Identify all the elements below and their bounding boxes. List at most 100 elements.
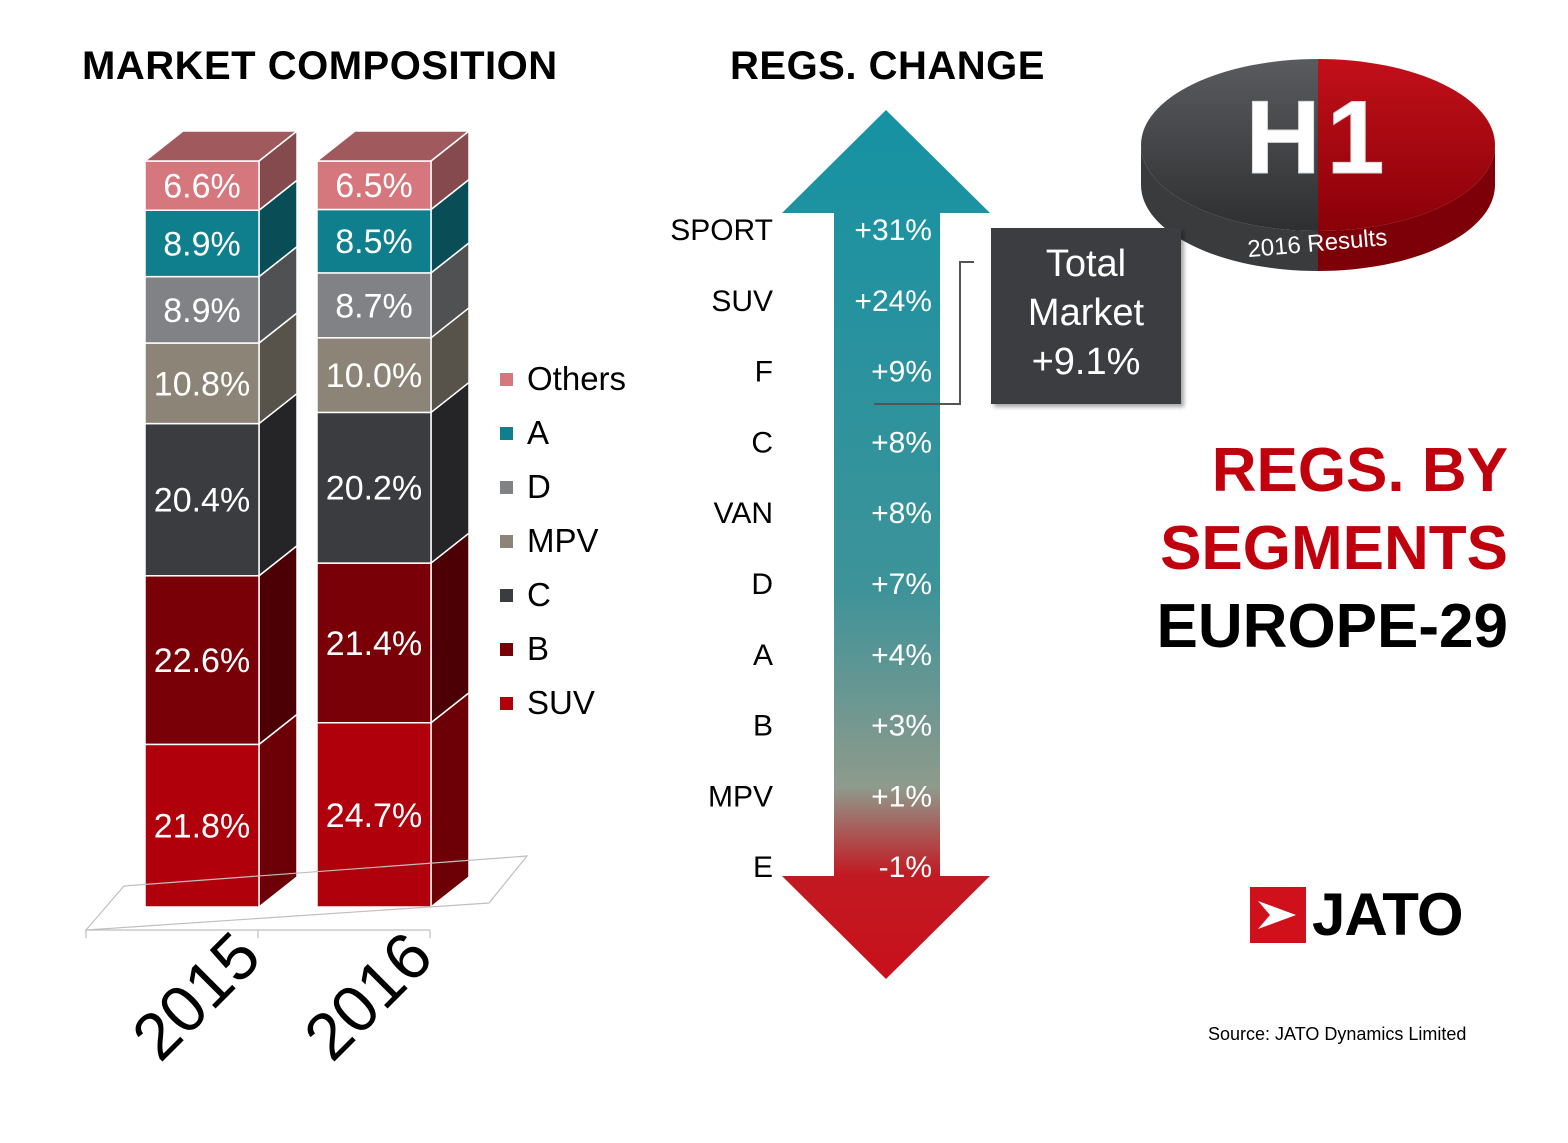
legend-item-mpv: MPV [500,514,626,568]
badge-top-right [1318,59,1495,231]
total-market-box: Total Market +9.1% [991,228,1181,404]
segment-label: D [751,568,773,601]
bar-side-b-2015 [258,544,298,746]
change-value: +3% [871,710,932,743]
bar-segment-a-2016 [316,208,432,274]
badge-side-right [1318,145,1495,271]
change-value: +9% [871,356,932,389]
data-label: 21.8% [154,808,250,846]
legend-item-suv: SUV [500,676,626,730]
bar-segment-others-2016 [316,160,432,211]
bar-segment-c-2015 [144,422,260,577]
change-value: +1% [871,780,932,813]
data-label: 8.9% [163,292,241,330]
total-market-label-1: Total [1045,243,1127,285]
x-tick-label: 2015 [118,918,274,1074]
data-label: 8.5% [335,223,413,261]
jato-logo-text: JATO [1312,881,1463,948]
segment-label: C [751,426,773,459]
segment-label: F [755,356,773,389]
bar-segment-b-2016 [316,562,432,724]
x-tick-label: 2016 [290,918,446,1074]
change-value: +8% [871,497,932,530]
legend-item-b: B [500,622,626,676]
bar-side-suv-2015 [258,712,298,909]
headline: REGS. BY SEGMENTS EUROPE-29 [1157,432,1508,666]
legend: Others A D MPV C B SUV [500,352,626,730]
bar-segment-a-2015 [144,209,260,278]
total-market-value: +9.1% [1031,341,1141,383]
segment-label: SUV [711,285,773,318]
data-label: 22.6% [154,642,250,680]
segment-label: VAN [714,497,773,530]
legend-label: SUV [527,684,595,721]
change-value: -1% [879,851,932,884]
segment-label: E [753,851,773,884]
data-label: 8.7% [335,287,413,325]
data-label: 6.6% [163,168,241,206]
headline-line-3: EUROPE-29 [1156,592,1508,661]
segment-label: B [753,710,773,743]
jato-logo: JATO [1250,880,1463,949]
data-label: 20.4% [154,482,250,520]
data-label: 24.7% [326,797,422,835]
legend-swatch [500,642,513,656]
data-label: 10.0% [326,357,422,395]
legend-label: C [527,576,551,613]
data-label: 20.2% [326,470,422,508]
headline-line-2: SEGMENTS [1160,514,1508,583]
bar-segment-mpv-2015 [144,342,260,425]
bar-segment-b-2015 [144,575,260,746]
total-market-label-2: Market [1027,292,1145,334]
badge-top-left [1141,59,1318,231]
data-label: 10.8% [154,365,250,403]
legend-item-c: C [500,568,626,622]
source-note: Source: JATO Dynamics Limited [1208,1024,1467,1044]
data-label: 8.9% [163,225,241,263]
bar-side-c-2015 [258,392,298,578]
bar-segment-mpv-2016 [316,337,432,414]
data-label: 21.4% [326,625,422,663]
legend-label: A [527,414,550,451]
legend-item-a: A [500,406,626,460]
segment-label: A [753,639,773,672]
change-value: +8% [871,426,932,459]
legend-item-d: D [500,460,626,514]
headline-line-1: REGS. BY [1211,436,1508,505]
legend-label: Others [527,360,627,397]
stacked-bars: 21.8% 22.6% 20.4% 10.8% 8.9% 8.9% 6.6% 24.7% 21.… [142,129,472,909]
legend-item-others: Others [500,352,626,406]
legend-swatch [500,480,513,494]
legend-swatch [500,372,513,386]
legend-swatch [500,426,513,440]
legend-label: MPV [527,522,599,559]
segment-label: SPORT [670,214,773,247]
bar-segment-others-2015 [144,160,260,211]
change-value: +7% [871,568,932,601]
badge-title: H1 [1246,80,1391,196]
jato-arrow-logo-icon [1250,886,1306,943]
legend-swatch [500,534,513,548]
change-value: +31% [854,214,932,247]
bar-segment-d-2015 [144,275,260,344]
bar-segment-suv-2016 [316,721,432,908]
bar-side-suv-2016 [430,691,470,909]
legend-label: D [527,468,551,505]
double-arrow-shape [782,110,990,979]
data-label: 6.5% [335,167,413,205]
legend-label: B [527,630,550,667]
regs-change-title: REGS. CHANGE [730,44,1045,88]
market-composition-title: MARKET COMPOSITION [82,44,558,88]
legend-swatch [500,696,513,710]
change-value: +4% [871,639,932,672]
total-market-connector [874,261,974,405]
bar-top-2015 [142,130,300,162]
badge-side-left [1141,145,1318,271]
segment-label: MPV [708,780,773,813]
regs-change-arrow: SPORT +31% SUV +24% F +9% C +8% VAN +8% D +7% A +4% B +… [670,110,990,979]
legend-swatch [500,588,513,602]
bar-side-c-2016 [430,380,470,565]
bar-segment-d-2016 [316,272,432,339]
bar-top-2016 [314,130,472,162]
